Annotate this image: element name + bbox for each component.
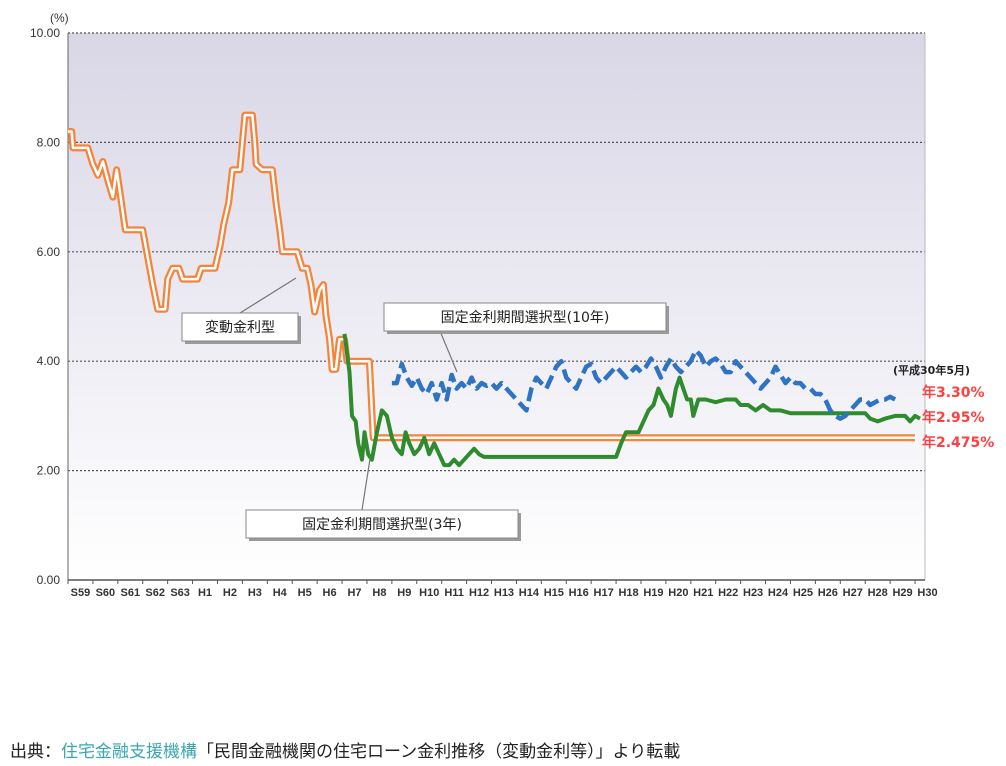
x-tick-label: H27 (843, 587, 863, 599)
x-tick-label: H5 (298, 587, 312, 599)
y-tick-label: 0.00 (37, 573, 61, 587)
x-tick-label: H28 (868, 587, 888, 599)
callout-label: 固定金利期間選択型(3年) (302, 517, 462, 533)
series-end-label: 年2.95% (922, 409, 985, 426)
x-tick-label: H3 (248, 587, 262, 599)
x-tick-label: H20 (668, 587, 688, 599)
y-tick-label: 10.00 (30, 26, 60, 40)
as-of-note: (平成30年5月) (893, 363, 970, 377)
callout-pointer (439, 330, 458, 373)
y-axis: 0.00 2.00 4.00 6.00 8.00 10.00 (30, 26, 926, 587)
source-prefix: 出典： (10, 742, 61, 762)
series-line (342, 333, 921, 468)
series-group (68, 111, 921, 468)
x-tick-label: S63 (170, 587, 190, 599)
x-tick-label: H7 (347, 587, 361, 599)
end-labels: (平成30年5月) 年3.30% 年2.95% 年2.475% (893, 363, 994, 451)
series-line-inner (68, 113, 915, 440)
x-tick-label: H17 (594, 587, 614, 599)
source-title: 「民間金融機関の住宅ローン金利推移（変動金利等）」より転載 (197, 742, 681, 762)
callout-box (383, 302, 667, 332)
x-tick-label: H1 (198, 587, 212, 599)
x-tick-label: H25 (793, 587, 813, 599)
y-tick-label: 2.00 (37, 464, 61, 478)
x-tick-label: H21 (693, 587, 713, 599)
gridlines (68, 32, 925, 472)
x-tick-label: H13 (494, 587, 514, 599)
callout-box (245, 509, 519, 539)
callout-box (181, 312, 299, 342)
y-unit-label: (%) (50, 11, 69, 25)
x-tick-label: H12 (469, 587, 489, 599)
x-tick-label: H10 (419, 587, 439, 599)
source-link[interactable]: 住宅金融支援機構 (61, 742, 197, 762)
x-tick-label: H6 (323, 587, 337, 599)
x-tick-label: S59 (71, 587, 91, 599)
x-tick-label: H4 (273, 587, 288, 599)
source-credit: 出典：住宅金融支援機構「民間金融機関の住宅ローン金利推移（変動金利等）」より転載 (10, 737, 680, 762)
series-end-label: 年3.30% (922, 384, 985, 401)
callout-pointer (239, 277, 297, 314)
series-end-label: 年2.475% (922, 434, 994, 451)
x-tick-label: H26 (818, 587, 838, 599)
x-tick-label: H29 (892, 587, 912, 599)
callout-label: 固定金利期間選択型(10年) (441, 310, 610, 326)
y-tick-label: 6.00 (37, 245, 61, 259)
x-tick-label: H23 (743, 587, 763, 599)
y-tick-label: 8.00 (37, 135, 61, 149)
x-tick-label: H30 (917, 587, 937, 599)
series-line (391, 348, 897, 421)
x-tick-label: H16 (569, 587, 589, 599)
x-tick-label: H2 (223, 587, 237, 599)
callout-label: 変動金利型 (205, 319, 275, 336)
x-tick-label: S60 (96, 587, 116, 599)
x-tick-label: S61 (120, 587, 140, 599)
x-tick-label: H24 (768, 587, 789, 599)
callout-pointer (361, 458, 371, 511)
callouts: 変動金利型 固定金利期間選択型(10年) 固定金利期間選択型(3年) (181, 277, 669, 541)
x-tick-label: H11 (444, 587, 464, 599)
y-tick-label: 4.00 (37, 354, 61, 368)
x-tick-label: H19 (643, 587, 663, 599)
x-tick-label: S62 (145, 587, 165, 599)
x-tick-label: H14 (519, 587, 540, 599)
interest-rate-chart: 0.00 2.00 4.00 6.00 8.00 10.00 S59 S60 S61 S62 S6… (30, 11, 994, 599)
x-tick-label: H8 (372, 587, 386, 599)
x-tick-label: H22 (718, 587, 738, 599)
x-axis: S59 S60 S61 S62 S63 H1 H2 H3 H4 H5 H6 H7 H8 H9 H10 H11 H… (67, 580, 938, 599)
x-tick-label: H15 (544, 587, 564, 599)
x-tick-label: H9 (397, 587, 411, 599)
x-tick-label: H18 (618, 587, 638, 599)
